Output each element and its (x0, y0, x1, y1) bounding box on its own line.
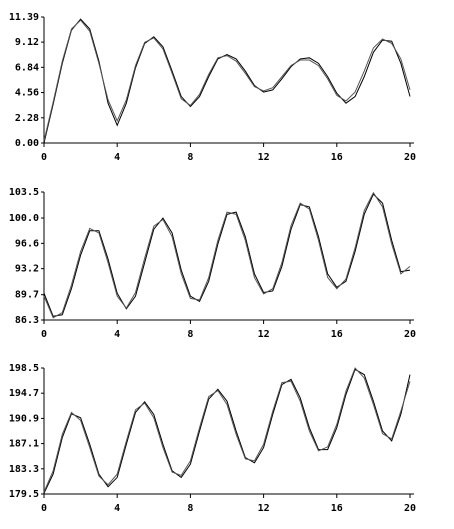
x-tick-label: 12 (258, 503, 270, 514)
y-tick-label: 0.00 (15, 138, 39, 149)
y-tick-label: 183.3 (9, 464, 39, 475)
data-line (43, 193, 411, 317)
data-line (43, 18, 411, 144)
y-tick-label: 11.39 (9, 12, 39, 23)
y-tick-label: 6.84 (15, 62, 39, 73)
x-tick-label: 0 (41, 503, 47, 514)
x-tick-label: 20 (404, 329, 416, 340)
x-tick-label: 16 (331, 503, 343, 514)
x-tick-label: 4 (114, 152, 120, 163)
y-tick-label: 198.5 (9, 363, 39, 374)
x-tick-label: 8 (187, 152, 193, 163)
y-tick-label: 187.1 (9, 439, 39, 450)
x-tick-label: 16 (331, 329, 343, 340)
y-tick-label: 96.6 (15, 238, 39, 249)
x-tick-label: 12 (258, 329, 270, 340)
x-tick-label: 4 (114, 329, 120, 340)
y-tick-label: 93.2 (15, 264, 39, 275)
data-line (43, 367, 411, 493)
x-tick-label: 20 (404, 503, 416, 514)
x-tick-label: 16 (331, 152, 343, 163)
x-tick-label: 0 (41, 329, 47, 340)
y-tick-label: 86.3 (15, 315, 39, 326)
x-tick-label: 0 (41, 152, 47, 163)
y-tick-label: 89.7 (15, 290, 39, 301)
x-tick-label: 12 (258, 152, 270, 163)
y-tick-label: 190.9 (9, 413, 39, 424)
y-tick-label: 2.28 (15, 113, 39, 124)
x-tick-label: 4 (114, 503, 120, 514)
y-tick-label: 194.7 (9, 388, 39, 399)
data-line (43, 19, 411, 141)
y-tick-label: 179.5 (9, 489, 39, 500)
data-line (43, 191, 411, 319)
x-tick-label: 8 (187, 329, 193, 340)
y-tick-label: 103.5 (9, 187, 39, 198)
x-tick-label: 8 (187, 503, 193, 514)
y-tick-label: 4.56 (15, 88, 39, 99)
y-tick-label: 100.0 (9, 213, 39, 224)
x-tick-label: 20 (404, 152, 416, 163)
y-tick-label: 9.12 (15, 37, 39, 48)
